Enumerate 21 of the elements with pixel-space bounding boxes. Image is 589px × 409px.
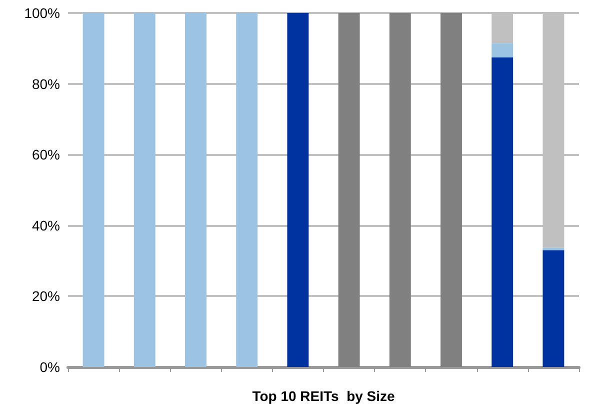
bar	[134, 13, 156, 367]
bar	[440, 13, 462, 367]
y-tick-label: 20%	[32, 288, 60, 304]
y-tick-label: 0%	[40, 359, 60, 375]
bar	[542, 13, 564, 248]
y-tick-label: 80%	[32, 76, 60, 92]
bar	[492, 43, 514, 58]
bar	[287, 13, 309, 367]
bar	[492, 57, 514, 367]
bar	[542, 248, 564, 250]
bar	[389, 13, 411, 367]
bar	[492, 13, 514, 44]
bar	[185, 13, 206, 367]
y-tick-label: 40%	[32, 217, 60, 234]
bar	[338, 13, 360, 367]
bar	[542, 250, 564, 367]
bar	[236, 13, 258, 367]
y-tick-label: 60%	[32, 146, 60, 163]
x-axis-title: Top 10 REITs by Size	[252, 388, 396, 404]
bar	[82, 13, 104, 367]
y-tick-label: 100%	[24, 5, 60, 21]
